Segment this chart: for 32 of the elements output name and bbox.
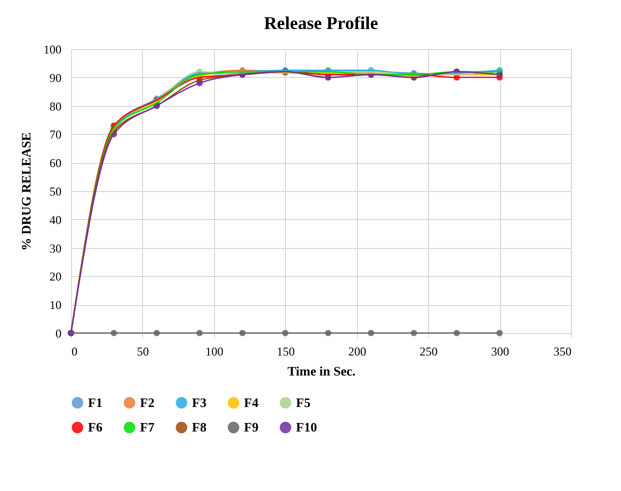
x-tick-label: 150: [276, 344, 295, 358]
x-tick-label: 100: [205, 344, 224, 358]
y-tick-label: 0: [56, 326, 62, 340]
legend-label: F1: [88, 394, 102, 410]
legend-label: F2: [140, 394, 154, 410]
legend-label: F5: [296, 394, 311, 410]
legend-label: F3: [192, 394, 207, 410]
x-tick-label: 300: [491, 344, 510, 358]
legend-label: F4: [244, 394, 259, 410]
legend-label: F10: [296, 420, 317, 434]
y-axis-title: % DRUG RELEASE: [18, 132, 34, 251]
y-tick-label: 80: [50, 99, 62, 114]
y-tick-label: 20: [50, 270, 62, 284]
legend-label: F7: [140, 420, 155, 434]
legend-label: F9: [244, 420, 259, 434]
y-tick-label: 50: [50, 184, 62, 198]
x-tick-label: 200: [348, 344, 366, 358]
y-tick-label: 90: [50, 70, 62, 85]
x-tick-label: 250: [420, 344, 438, 358]
x-tick-label: 0: [72, 344, 78, 358]
y-tick-label: 30: [50, 241, 62, 256]
y-tick-label: 40: [50, 212, 62, 227]
y-tick-label: 70: [50, 128, 62, 142]
y-tick-label: 60: [50, 156, 62, 170]
chart-title: Release Profile: [264, 13, 378, 33]
x-tick-label: 50: [136, 344, 149, 358]
legend-label: F8: [192, 420, 207, 434]
y-tick-label: 100: [44, 42, 62, 56]
x-axis-title: Time in Sec.: [287, 364, 356, 378]
legend-label: F6: [88, 420, 103, 434]
y-tick-label: 10: [50, 298, 62, 312]
x-tick-label: 350: [554, 344, 572, 358]
